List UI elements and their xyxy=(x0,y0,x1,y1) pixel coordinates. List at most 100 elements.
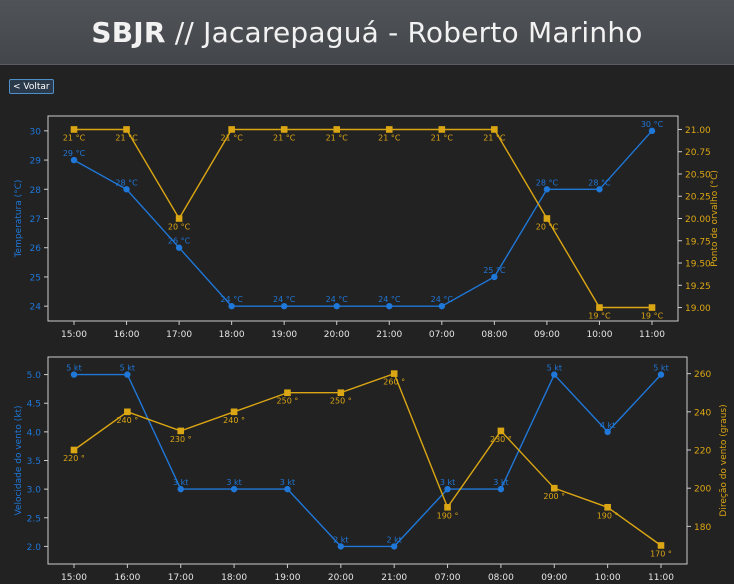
series-1-data-label: 21 °C xyxy=(220,133,243,142)
series-0-point xyxy=(390,543,398,550)
series-1-data-label: 200 ° xyxy=(543,492,565,501)
right-tick-label: 200 xyxy=(694,485,711,495)
series-0-point xyxy=(604,428,611,436)
x-tick-label: 20:00 xyxy=(328,573,354,583)
series-1-point xyxy=(491,126,498,133)
right-tick-label: 19.75 xyxy=(685,237,711,247)
series-1-point xyxy=(604,503,611,511)
series-1-data-label: 20 °C xyxy=(536,223,559,232)
series-0-point xyxy=(177,485,184,493)
series-1-data-label: 19 °C xyxy=(641,312,664,321)
series-0-point xyxy=(596,186,603,193)
series-0-point xyxy=(543,186,551,193)
series-0-data-label: 28 °C xyxy=(115,178,138,187)
x-tick-label: 21:00 xyxy=(376,330,402,340)
x-tick-label: 19:00 xyxy=(274,573,300,583)
series-0-point xyxy=(337,543,345,550)
left-tick-label: 3.5 xyxy=(27,457,41,467)
series-1-point xyxy=(333,126,341,133)
x-tick-label: 08:00 xyxy=(481,330,507,340)
left-tick-label: 4.0 xyxy=(27,428,42,438)
right-tick-label: 180 xyxy=(694,523,711,533)
series-0-point xyxy=(70,156,78,164)
right-tick-label: 20.00 xyxy=(685,215,711,225)
x-tick-label: 21:00 xyxy=(381,573,407,583)
series-line-0 xyxy=(73,130,653,307)
page-header: SBJR // Jacarepaguá - Roberto Marinho xyxy=(0,0,734,65)
series-1-data-label: 190 ° xyxy=(597,511,619,520)
series-0-data-label: 24 °C xyxy=(273,295,296,304)
series-1-data-label: 21 °C xyxy=(326,133,349,142)
left-tick-label: 25 xyxy=(30,273,41,283)
series-0-data-label: 3 kt xyxy=(440,478,455,487)
left-tick-label: 28 xyxy=(30,186,42,196)
series-0-data-label: 4 kt xyxy=(600,421,615,430)
series-0-point xyxy=(438,302,446,310)
right-axis-label: Direção do vento (graus) xyxy=(719,404,729,516)
right-tick-label: 20.50 xyxy=(685,170,711,180)
series-1-point xyxy=(497,427,505,435)
series-1-point xyxy=(438,126,446,133)
x-tick-label: 09:00 xyxy=(541,573,567,583)
x-tick-label: 19:00 xyxy=(271,330,297,340)
series-1-data-label: 21 °C xyxy=(483,133,506,142)
series-1-point xyxy=(390,370,398,377)
back-button[interactable]: < Voltar xyxy=(9,79,54,94)
series-0-data-label: 24 °C xyxy=(378,295,401,304)
x-tick-label: 07:00 xyxy=(429,330,455,340)
series-1-data-label: 250 ° xyxy=(330,397,352,406)
series-0-point xyxy=(551,371,558,378)
series-0-data-label: 28 °C xyxy=(588,178,611,187)
right-tick-label: 19.00 xyxy=(685,304,711,314)
left-tick-label: 29 xyxy=(30,157,42,167)
series-0-data-label: 3 kt xyxy=(493,478,508,487)
series-0-data-label: 25 °C xyxy=(483,266,506,275)
series-1-point xyxy=(543,215,551,222)
x-tick-label: 17:00 xyxy=(166,330,192,340)
plot-frame xyxy=(47,356,688,565)
title-separator: // xyxy=(165,15,204,49)
series-0-point xyxy=(284,485,291,493)
series-1-point xyxy=(230,408,238,416)
series-0-data-label: 5 kt xyxy=(653,364,668,373)
series-0-data-label: 2 kt xyxy=(386,535,401,544)
series-1-point xyxy=(177,427,185,435)
series-1-point xyxy=(280,126,288,133)
series-1-point xyxy=(550,484,558,492)
right-axis-label: Ponto de orvalho (°C) xyxy=(710,170,720,267)
temperature-dewpoint-chart: 24 25 26 27 28 29 30 19.00 19.25 19.50 19.75 20.00 2… xyxy=(14,115,720,340)
right-tick-label: 220 xyxy=(694,447,711,457)
series-1-data-label: 220 ° xyxy=(63,454,85,463)
left-tick-label: 5.0 xyxy=(27,371,42,381)
x-tick-label: 15:00 xyxy=(61,573,87,583)
series-1-point xyxy=(337,389,345,397)
series-1-point xyxy=(175,215,183,222)
series-0-point xyxy=(386,302,393,310)
series-1-data-label: 190 ° xyxy=(437,511,459,520)
left-tick-label: 30 xyxy=(30,127,42,137)
left-tick-label: 26 xyxy=(30,244,42,254)
series-0-data-label: 24 °C xyxy=(326,295,349,304)
series-1-point xyxy=(123,126,130,133)
series-0-point xyxy=(280,302,288,310)
x-tick-label: 10:00 xyxy=(595,573,621,583)
series-line-0 xyxy=(74,373,662,548)
right-tick-label: 240 xyxy=(694,408,711,418)
series-1-data-label: 230 ° xyxy=(490,435,512,444)
series-0-point xyxy=(657,371,665,378)
left-tick-label: 2.0 xyxy=(27,543,42,553)
series-0-data-label: 3 kt xyxy=(280,478,295,487)
right-tick-label: 19.50 xyxy=(685,260,711,270)
series-0-data-label: 3 kt xyxy=(226,478,241,487)
series-0-point xyxy=(491,273,498,281)
series-1-data-label: 170 ° xyxy=(650,549,672,558)
airport-code: SBJR xyxy=(91,15,166,49)
series-1-point xyxy=(444,503,451,511)
series-line-1 xyxy=(73,372,662,547)
right-tick-label: 19.25 xyxy=(685,282,711,292)
series-1-data-label: 260 ° xyxy=(383,378,405,387)
series-1-data-label: 19 °C xyxy=(588,312,611,321)
series-1-data-label: 21 °C xyxy=(273,133,296,142)
left-tick-label: 4.5 xyxy=(27,400,41,410)
series-0-point xyxy=(444,485,451,493)
